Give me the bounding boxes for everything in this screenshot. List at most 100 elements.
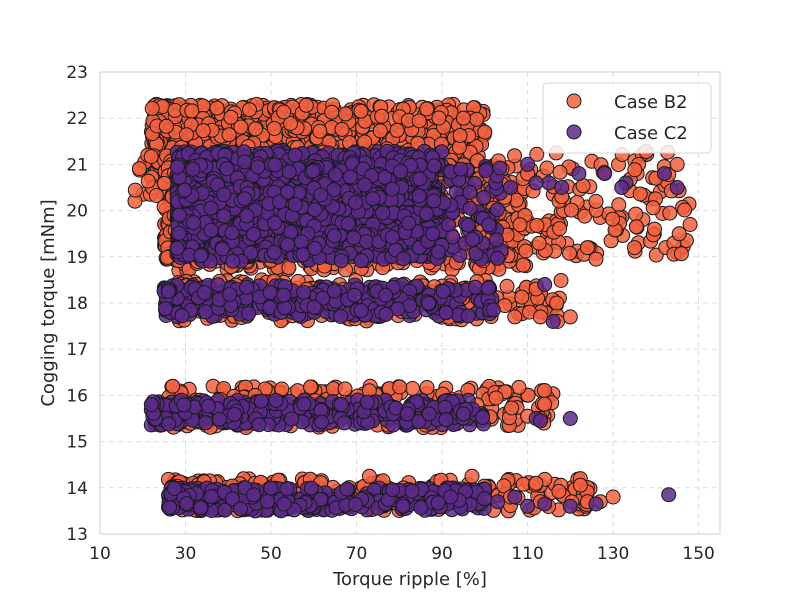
data-point xyxy=(405,380,420,396)
data-point xyxy=(144,101,160,116)
data-point xyxy=(645,200,661,216)
data-point xyxy=(462,200,478,216)
data-point xyxy=(467,279,483,295)
data-point xyxy=(478,163,494,179)
data-point xyxy=(588,193,604,209)
data-point xyxy=(237,154,253,170)
data-point xyxy=(276,287,292,303)
data-point xyxy=(353,253,369,269)
data-point xyxy=(537,383,552,398)
data-point xyxy=(378,287,394,303)
data-point xyxy=(209,100,225,116)
data-point xyxy=(481,217,497,233)
data-point xyxy=(421,295,437,311)
data-point xyxy=(605,211,621,227)
data-point xyxy=(549,295,565,311)
data-point xyxy=(393,163,409,179)
data-point xyxy=(169,240,185,256)
data-point xyxy=(514,289,530,305)
data-point xyxy=(324,104,340,120)
data-point xyxy=(396,251,411,267)
data-point xyxy=(346,230,362,246)
data-point xyxy=(632,186,648,202)
data-point xyxy=(221,127,237,143)
data-point xyxy=(455,110,471,126)
data-point xyxy=(426,193,442,209)
data-point xyxy=(528,475,544,491)
data-point xyxy=(669,156,685,172)
data-point xyxy=(250,159,266,175)
data-point xyxy=(313,187,329,203)
data-point xyxy=(280,237,296,253)
data-point xyxy=(280,184,296,200)
data-point xyxy=(281,164,297,180)
data-point xyxy=(375,205,391,221)
data-point xyxy=(562,245,577,261)
data-point xyxy=(647,221,662,237)
data-point xyxy=(512,217,528,233)
data-point xyxy=(392,379,408,395)
data-point xyxy=(389,122,405,138)
plot-area xyxy=(127,96,698,519)
data-point xyxy=(605,489,621,505)
data-point xyxy=(219,161,235,177)
data-point xyxy=(266,244,282,260)
data-point xyxy=(563,202,579,218)
data-point xyxy=(411,188,427,204)
data-point xyxy=(537,396,553,412)
data-point xyxy=(460,217,476,233)
data-point xyxy=(384,181,400,197)
data-point xyxy=(165,378,181,394)
data-point xyxy=(242,102,257,118)
data-point xyxy=(361,468,377,484)
data-point xyxy=(374,108,390,124)
data-point xyxy=(266,121,282,136)
data-point xyxy=(378,306,394,322)
data-point xyxy=(333,308,349,324)
data-point xyxy=(372,123,388,139)
data-point xyxy=(140,173,156,189)
data-point xyxy=(333,253,349,269)
data-point xyxy=(179,127,194,143)
data-point xyxy=(531,235,547,251)
data-point xyxy=(562,309,578,325)
data-point xyxy=(193,248,209,264)
data-point xyxy=(222,286,238,302)
data-point xyxy=(169,159,185,175)
data-point xyxy=(572,477,588,493)
data-point xyxy=(553,273,569,288)
data-point xyxy=(411,113,427,129)
data-point xyxy=(337,381,353,397)
data-point xyxy=(287,197,303,212)
data-point xyxy=(346,287,362,303)
data-point xyxy=(518,243,534,259)
data-point xyxy=(588,251,604,267)
data-point xyxy=(476,190,492,205)
data-point xyxy=(239,279,255,295)
data-point xyxy=(246,226,261,242)
data-point xyxy=(469,111,485,127)
data-point xyxy=(507,148,522,164)
data-point xyxy=(312,123,328,139)
data-point xyxy=(340,216,356,232)
data-point xyxy=(342,169,358,185)
data-point xyxy=(328,167,343,183)
data-point xyxy=(195,123,211,139)
data-point xyxy=(489,202,505,218)
data-point xyxy=(465,231,480,247)
data-point xyxy=(627,162,643,178)
data-point xyxy=(353,103,369,119)
data-point xyxy=(445,229,461,245)
data-point xyxy=(419,380,435,395)
data-point xyxy=(628,219,644,235)
data-point xyxy=(326,283,342,299)
data-point xyxy=(430,244,446,260)
data-point xyxy=(412,171,428,187)
data-point xyxy=(158,301,173,317)
data-point xyxy=(552,221,568,237)
data-point xyxy=(551,483,567,499)
data-point xyxy=(384,229,400,245)
data-point xyxy=(488,390,504,406)
data-point xyxy=(296,284,312,300)
data-point xyxy=(198,304,214,320)
